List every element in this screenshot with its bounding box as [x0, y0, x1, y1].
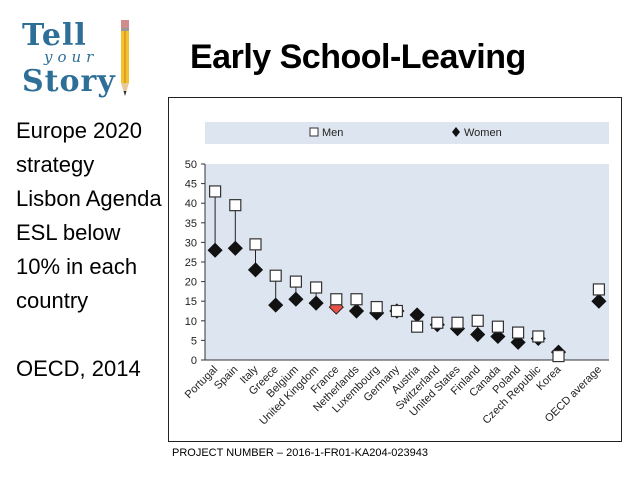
legend-men-marker [309, 127, 319, 137]
legend-women-marker [452, 127, 460, 137]
men-marker [330, 293, 343, 306]
bullet-list: Europe 2020 strategy Lisbon Agenda ESL b… [16, 114, 166, 386]
men-marker [310, 281, 323, 294]
bullet-oecd-source: OECD, 2014 [16, 356, 141, 381]
women-marker [227, 240, 243, 256]
women-marker [288, 291, 304, 307]
logo-line-tell: Tell [22, 18, 87, 53]
slide-title: Early School-Leaving [190, 38, 526, 76]
men-marker [451, 316, 464, 329]
men-marker [350, 293, 363, 306]
pencil-icon [121, 20, 129, 96]
legend-women-label: Women [464, 127, 502, 139]
men-marker [289, 275, 303, 288]
x-tick-label: Spain [212, 364, 240, 392]
bullet-esl-target: ESL below 10% in each country [16, 220, 138, 313]
women-marker [268, 297, 284, 313]
project-number-footer: PROJECT NUMBER – 2016-1-FR01-KA204-02394… [172, 447, 428, 459]
chart-frame: Men Women 0 5 10 15 20 25 30 35 40 45 50 Portugal Spai… [168, 97, 622, 442]
logo-line-story: Story [22, 64, 116, 99]
y-tick-label: 40 [185, 198, 197, 210]
men-marker [491, 320, 504, 333]
y-tick-label: 35 [185, 218, 197, 230]
women-marker [308, 295, 324, 311]
women-marker [510, 334, 526, 350]
women-marker [207, 242, 223, 258]
tell-your-story-logo: Tell your Story [22, 18, 134, 100]
legend-men-label: Men [322, 127, 343, 139]
men-marker [552, 349, 565, 363]
men-marker [229, 199, 242, 212]
men-marker [370, 300, 383, 314]
men-marker [471, 314, 484, 327]
men-marker [411, 320, 424, 333]
early-school-leaving-chart: Men Women05101520253035404550PortugalSpai… [183, 122, 609, 427]
men-marker [512, 326, 525, 339]
men-marker [592, 283, 605, 296]
bullet-lisbon-agenda: Lisbon Agenda [16, 186, 162, 211]
y-tick-label: 10 [185, 316, 197, 328]
bullet-europe-2020: Europe 2020 strategy [16, 118, 142, 177]
women-marker [247, 262, 264, 278]
logo-line-your: your [44, 48, 99, 66]
y-tick-label: 5 [191, 335, 197, 347]
men-marker [532, 330, 545, 343]
women-marker [490, 328, 506, 345]
y-tick-label: 20 [185, 277, 197, 289]
y-tick-label: 45 [185, 179, 197, 191]
women-marker [348, 303, 365, 319]
y-tick-label: 25 [185, 257, 197, 269]
men-marker [431, 316, 444, 329]
y-tick-label: 50 [185, 159, 197, 171]
women-marker [470, 326, 486, 343]
men-marker [249, 238, 262, 251]
y-tick-label: 15 [185, 296, 197, 308]
men-marker [390, 304, 403, 318]
y-tick-label: 0 [191, 355, 197, 367]
bullet-spacer [16, 318, 166, 352]
legend-panel [205, 122, 609, 144]
women-marker [591, 293, 607, 309]
men-marker [269, 269, 282, 282]
y-tick-label: 30 [185, 237, 197, 249]
men-marker [208, 185, 222, 198]
plot-area [205, 164, 609, 360]
x-tick-label: Korea [534, 363, 564, 393]
